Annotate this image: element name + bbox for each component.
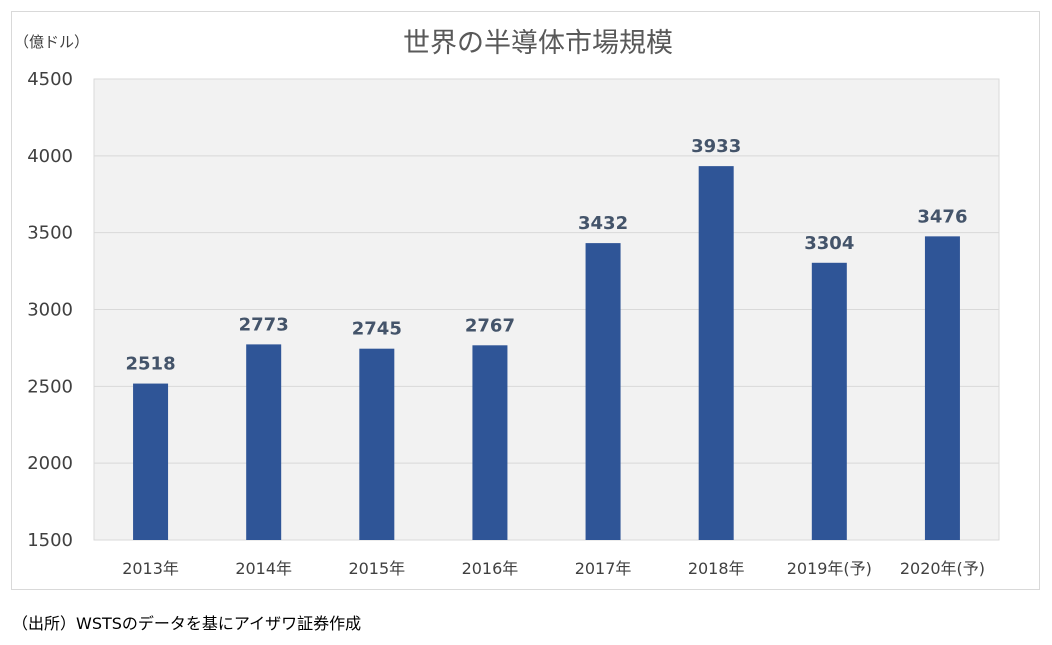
bar	[698, 166, 734, 540]
bar	[924, 236, 960, 540]
y-axis-ticks: 1500 2000 2500 3000 3500 4000 4500	[27, 69, 73, 551]
bar-data-label: 3933	[691, 136, 741, 157]
x-tick-label: 2014年	[235, 559, 292, 578]
bar	[585, 243, 621, 540]
y-tick-label: 1500	[27, 530, 73, 551]
bar-data-label: 3304	[804, 233, 854, 254]
bars	[133, 166, 960, 540]
bar	[811, 262, 847, 540]
bar-data-label: 2773	[239, 314, 289, 335]
x-axis-ticks: 2013年 2014年 2015年 2016年 2017年 2018年 2019年(予) 20…	[122, 559, 985, 578]
x-tick-label: 2015年	[348, 559, 405, 578]
bar-data-label: 3432	[578, 213, 628, 234]
bar-data-labels: 2518 2773 2745 2767 3432 3933 3304 3476	[126, 136, 968, 374]
x-tick-label: 2016年	[462, 559, 519, 578]
bar	[246, 344, 282, 540]
y-tick-label: 3500	[27, 223, 73, 244]
bar	[133, 383, 169, 540]
x-tick-label: 2019年(予)	[787, 559, 872, 578]
y-tick-label: 2000	[27, 453, 73, 474]
x-tick-label: 2018年	[688, 559, 745, 578]
gridlines	[94, 78, 999, 541]
x-tick-label: 2013年	[122, 559, 179, 578]
x-tick-label: 2020年(予)	[900, 559, 985, 578]
bar-chart: 世界の半導体市場規模 （億ドル） 1500 2000 2500 3000 3500 400…	[14, 28, 1000, 578]
bar-data-label: 2767	[465, 315, 515, 336]
y-tick-label: 4500	[27, 69, 73, 90]
y-tick-label: 4000	[27, 146, 73, 167]
x-tick-label: 2017年	[575, 559, 632, 578]
y-axis-unit-label: （億ドル）	[14, 33, 89, 51]
bar-data-label: 3476	[917, 206, 967, 227]
bar-data-label: 2518	[126, 354, 176, 375]
bar	[472, 345, 508, 540]
bar	[359, 348, 395, 540]
chart-title: 世界の半導体市場規模	[403, 28, 673, 59]
bar-data-label: 2745	[352, 319, 402, 340]
y-tick-label: 3000	[27, 300, 73, 321]
y-tick-label: 2500	[27, 376, 73, 397]
source-note: （出所）WSTSのデータを基にアイザワ証券作成	[12, 614, 362, 633]
